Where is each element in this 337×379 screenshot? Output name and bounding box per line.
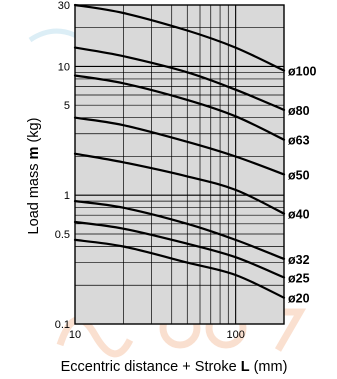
grid xyxy=(75,5,284,324)
series-line-1 xyxy=(73,46,286,111)
series-line-5 xyxy=(73,200,286,260)
y-tick-label-0: 30 xyxy=(58,0,70,12)
series-label-2: ø63 xyxy=(288,134,310,148)
series-label-5: ø32 xyxy=(288,253,310,267)
y-tick-label-4: 0.5 xyxy=(55,229,70,241)
y-axis-label-symbol: m xyxy=(26,147,42,160)
x-axis-label-unit: (mm) xyxy=(250,359,288,375)
x-tick-label-0: 10 xyxy=(69,329,81,341)
series-label-1: ø80 xyxy=(288,104,310,118)
series-label-7: ø20 xyxy=(288,292,310,306)
series-line-4 xyxy=(73,152,286,215)
y-axis-label-unit: (kg) xyxy=(26,118,42,147)
series-label-6: ø25 xyxy=(288,271,310,285)
y-tick-label-5: 0.1 xyxy=(55,319,70,331)
series-label-0: ø100 xyxy=(288,65,317,79)
series-label-3: ø50 xyxy=(288,168,310,182)
series-line-6 xyxy=(73,220,286,279)
series-labels: ø100 ø80 ø63 ø50 ø40 ø32 ø25 ø20 xyxy=(288,65,317,306)
series-line-7 xyxy=(73,238,286,299)
y-tick-label-3: 1 xyxy=(64,190,70,202)
y-tick-label-1: 10 xyxy=(58,61,70,73)
y-axis-label-text: Load mass xyxy=(26,159,42,234)
series-line-3 xyxy=(73,116,286,176)
x-axis-label: Eccentric distance + Stroke L (mm) xyxy=(61,359,288,375)
x-axis-label-symbol: L xyxy=(241,359,250,375)
plot-frame xyxy=(74,4,285,325)
series-line-0 xyxy=(73,3,286,72)
y-tick-label-2: 5 xyxy=(64,100,70,112)
y-axis-label: Load mass m (kg) xyxy=(26,118,42,235)
series-line-2 xyxy=(73,74,286,141)
x-tick-label-1: 100 xyxy=(226,329,244,341)
series-label-4: ø40 xyxy=(288,208,310,222)
x-axis-label-text: Eccentric distance + Stroke xyxy=(61,359,241,375)
series-lines xyxy=(73,3,286,299)
plot-area xyxy=(75,5,284,324)
